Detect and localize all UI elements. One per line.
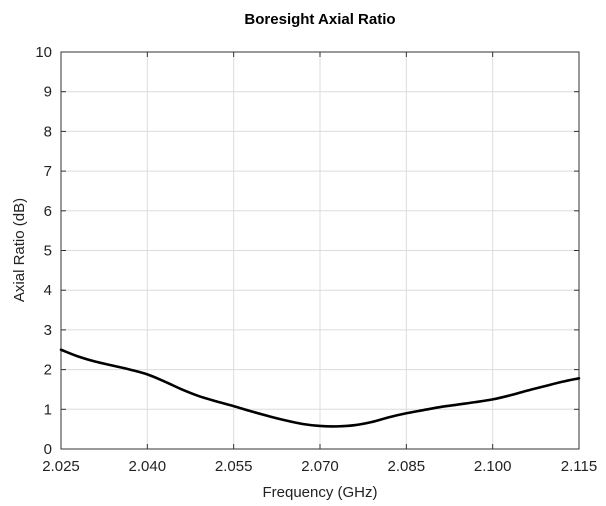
chart-title: Boresight Axial Ratio (244, 11, 395, 28)
y-tick-label: 10 (35, 44, 52, 61)
x-tick-label: 2.085 (388, 458, 426, 475)
y-tick-label: 3 (44, 322, 52, 339)
y-tick-label: 5 (44, 243, 52, 260)
x-tick-label: 2.025 (42, 458, 80, 475)
x-tick-label: 2.040 (129, 458, 167, 475)
x-tick-label: 2.070 (301, 458, 339, 475)
y-tick-label: 6 (44, 203, 52, 220)
x-axis-label: Frequency (GHz) (262, 484, 377, 501)
y-tick-label: 8 (44, 123, 52, 140)
y-tick-label: 9 (44, 84, 52, 101)
y-tick-labels: 0 1 2 3 4 5 6 7 8 9 10 (35, 44, 52, 458)
y-tick-label: 0 (44, 441, 52, 458)
y-tick-label: 2 (44, 362, 52, 379)
y-tick-label: 4 (44, 282, 52, 299)
x-tick-label: 2.115 (561, 458, 597, 475)
y-tick-label: 1 (44, 401, 52, 418)
y-tick-label: 7 (44, 163, 52, 180)
axial-ratio-line (59, 348, 581, 428)
x-tick-label: 2.100 (474, 458, 512, 475)
x-tick-labels: 2.025 2.040 2.055 2.070 2.085 2.100 2.115 (42, 458, 597, 475)
x-tick-label: 2.055 (215, 458, 253, 475)
grid-lines (60, 51, 580, 450)
axis-ticks (60, 51, 580, 450)
y-axis-label: Axial Ratio (dB) (11, 198, 28, 302)
